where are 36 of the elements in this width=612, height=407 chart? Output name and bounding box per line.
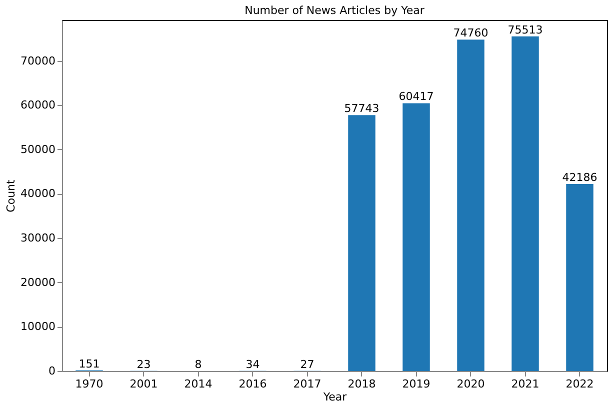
data-label: 151 — [78, 357, 100, 370]
x-tick-label: 1970 — [75, 378, 104, 390]
y-tick-label: 60000 — [20, 98, 56, 112]
y-axis-title: Count — [4, 178, 18, 212]
y-tick-label: 50000 — [20, 142, 56, 156]
bar — [457, 40, 484, 371]
data-label: 60417 — [398, 90, 434, 104]
x-tick-label: 2021 — [511, 378, 540, 390]
y-tick-label: 0 — [48, 364, 56, 378]
bar — [512, 36, 539, 371]
data-label: 34 — [246, 358, 260, 371]
x-axis-title: Year — [322, 390, 348, 404]
y-tick-label: 30000 — [20, 232, 56, 245]
data-label: 74760 — [453, 26, 488, 40]
x-tick-label: 2018 — [348, 378, 376, 390]
data-label: 23 — [136, 358, 151, 371]
data-label: 8 — [194, 358, 202, 371]
y-tick-label: 10000 — [20, 320, 56, 334]
data-label: 75513 — [508, 23, 543, 36]
y-tick-label: 20000 — [20, 276, 56, 289]
bar — [402, 103, 430, 371]
bar — [566, 184, 594, 371]
x-tick-label: 2001 — [130, 378, 158, 390]
x-tick-label: 2022 — [566, 378, 594, 390]
x-tick-label: 2017 — [293, 378, 322, 390]
data-label: 42186 — [562, 171, 598, 184]
y-tick-label: 70000 — [20, 54, 56, 68]
data-label: 27 — [300, 358, 314, 371]
x-tick-label: 2019 — [402, 378, 430, 390]
chart-title: Number of News Articles by Year — [244, 4, 425, 17]
x-tick-label: 2016 — [238, 378, 267, 390]
y-tick-label: 40000 — [20, 187, 56, 200]
x-tick-label: 2014 — [184, 378, 212, 390]
data-label: 57743 — [344, 102, 380, 116]
x-tick-label: 2020 — [456, 378, 485, 390]
bar — [348, 115, 376, 371]
